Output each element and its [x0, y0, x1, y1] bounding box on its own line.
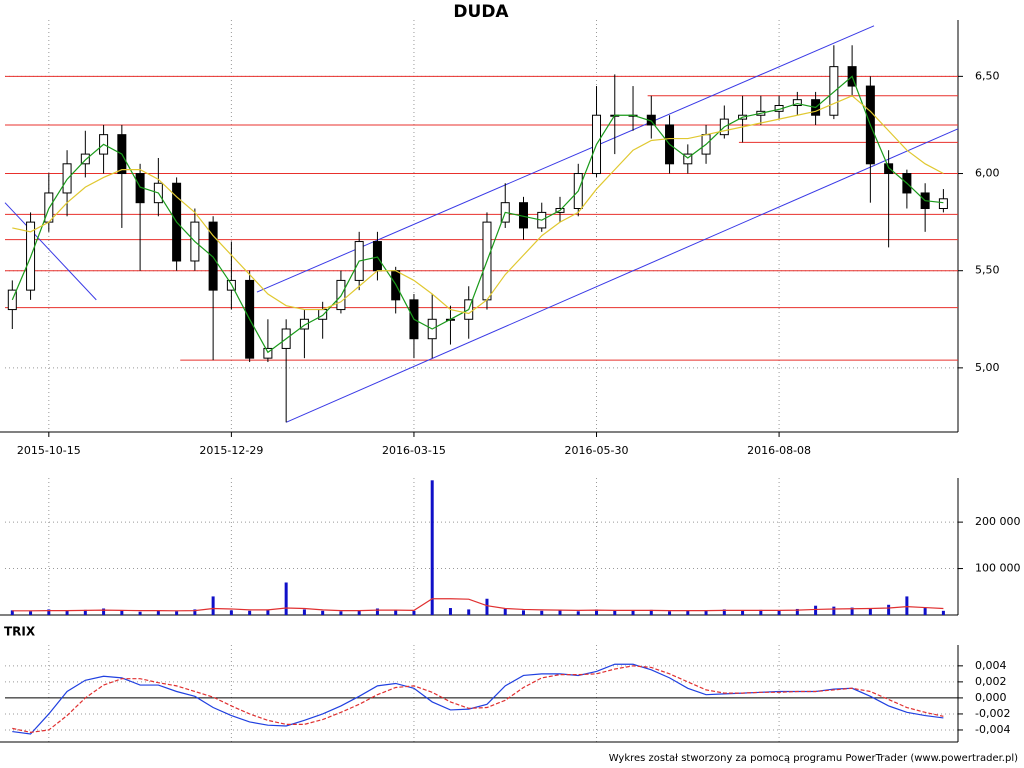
volume-bar [540, 610, 544, 615]
candle-body [829, 66, 839, 116]
panel-title: TRIX [4, 625, 36, 639]
candle-body [80, 153, 90, 165]
indicator-line [12, 665, 944, 733]
volume-bar [868, 608, 872, 615]
candle-body [318, 309, 328, 320]
x-tick-label: 2016-03-15 [382, 444, 446, 457]
volume-bar [47, 609, 51, 615]
indicator-line [12, 95, 944, 315]
volume-bar [284, 582, 288, 615]
volume-bar [412, 610, 416, 615]
volume-bar [375, 608, 379, 615]
volume-bar [229, 610, 233, 615]
y-tick-label: 0,000 [975, 691, 1007, 704]
volume-bar [558, 609, 562, 615]
volume-bar [722, 609, 726, 615]
volume-bar [321, 610, 325, 615]
y-tick-label: 100 000 [975, 562, 1021, 575]
x-tick-label: 2016-08-08 [747, 444, 811, 457]
volume-bar [10, 610, 14, 615]
indicator-line [12, 598, 944, 612]
trend-line [285, 128, 959, 423]
volume-bar [485, 598, 489, 615]
volume-bar [576, 611, 580, 615]
footer: Wykres został stworzony za pomocą progra… [609, 753, 1018, 764]
volume-bar [521, 610, 525, 615]
volume-bar [467, 609, 471, 615]
indicator-line [11, 75, 944, 354]
candle-body [263, 347, 273, 359]
y-tick-label: 0,002 [975, 675, 1007, 688]
x-tick-label: 2015-12-29 [199, 444, 263, 457]
volume-bar [905, 596, 909, 615]
candle-body [884, 163, 894, 175]
volume-bar [814, 605, 818, 615]
volume-bar [448, 608, 452, 615]
volume-bar [686, 610, 690, 615]
volume-bar [631, 610, 635, 615]
volume-bar [211, 596, 215, 615]
volume-bar [741, 610, 745, 615]
volume-bar [193, 609, 197, 615]
y-tick-label: 6,50 [975, 69, 1000, 82]
volume-bar [923, 608, 927, 615]
candle-body [208, 221, 218, 291]
volume-bar [850, 607, 854, 615]
volume-bar [120, 610, 124, 615]
volume-bar [887, 604, 891, 615]
volume-bar [613, 610, 617, 615]
volume-bar [394, 609, 398, 615]
candle-body [792, 99, 802, 107]
volume-bar [65, 610, 69, 615]
candle-body [299, 318, 309, 330]
volume-bar [430, 480, 434, 615]
candle-body [62, 163, 72, 194]
volume-bar [266, 609, 270, 615]
chart-title: DUDA [453, 2, 509, 22]
y-tick-label: 5,50 [975, 264, 1000, 277]
volume-bar [941, 610, 945, 615]
volume-bar [832, 606, 836, 615]
candle-body [372, 241, 382, 272]
volume-bar [795, 608, 799, 615]
volume-bar [83, 609, 87, 615]
candle-body [683, 153, 693, 165]
volume-bar [704, 610, 708, 615]
volume-bar [138, 611, 142, 615]
y-tick-label: 0,004 [975, 659, 1007, 672]
volume-bar [339, 611, 343, 615]
y-tick-label: 200 000 [975, 515, 1021, 528]
volume-bar [595, 609, 599, 615]
volume-bar [777, 610, 781, 615]
trend-line [256, 25, 875, 293]
x-tick-label: 2016-05-30 [565, 444, 629, 457]
volume-bar [302, 609, 306, 615]
y-tick-label: -0,004 [975, 723, 1010, 736]
volume-bar [156, 610, 160, 615]
y-tick-label: -0,002 [975, 707, 1010, 720]
volume-bar [102, 608, 106, 615]
volume-bar [357, 610, 361, 615]
y-tick-label: 6,00 [975, 167, 1000, 180]
volume-bar [649, 609, 653, 615]
x-tick-label: 2015-10-15 [17, 444, 81, 457]
y-tick-label: 5,00 [975, 361, 1000, 374]
volume-bar [759, 609, 763, 615]
volume-bar [175, 611, 179, 615]
volume-bar [29, 611, 33, 615]
candle-body [938, 198, 948, 210]
volume-bar [248, 610, 252, 615]
volume-bar [503, 608, 507, 615]
volume-bar [668, 611, 672, 615]
trend-line [4, 202, 97, 301]
indicator-line [12, 663, 944, 735]
